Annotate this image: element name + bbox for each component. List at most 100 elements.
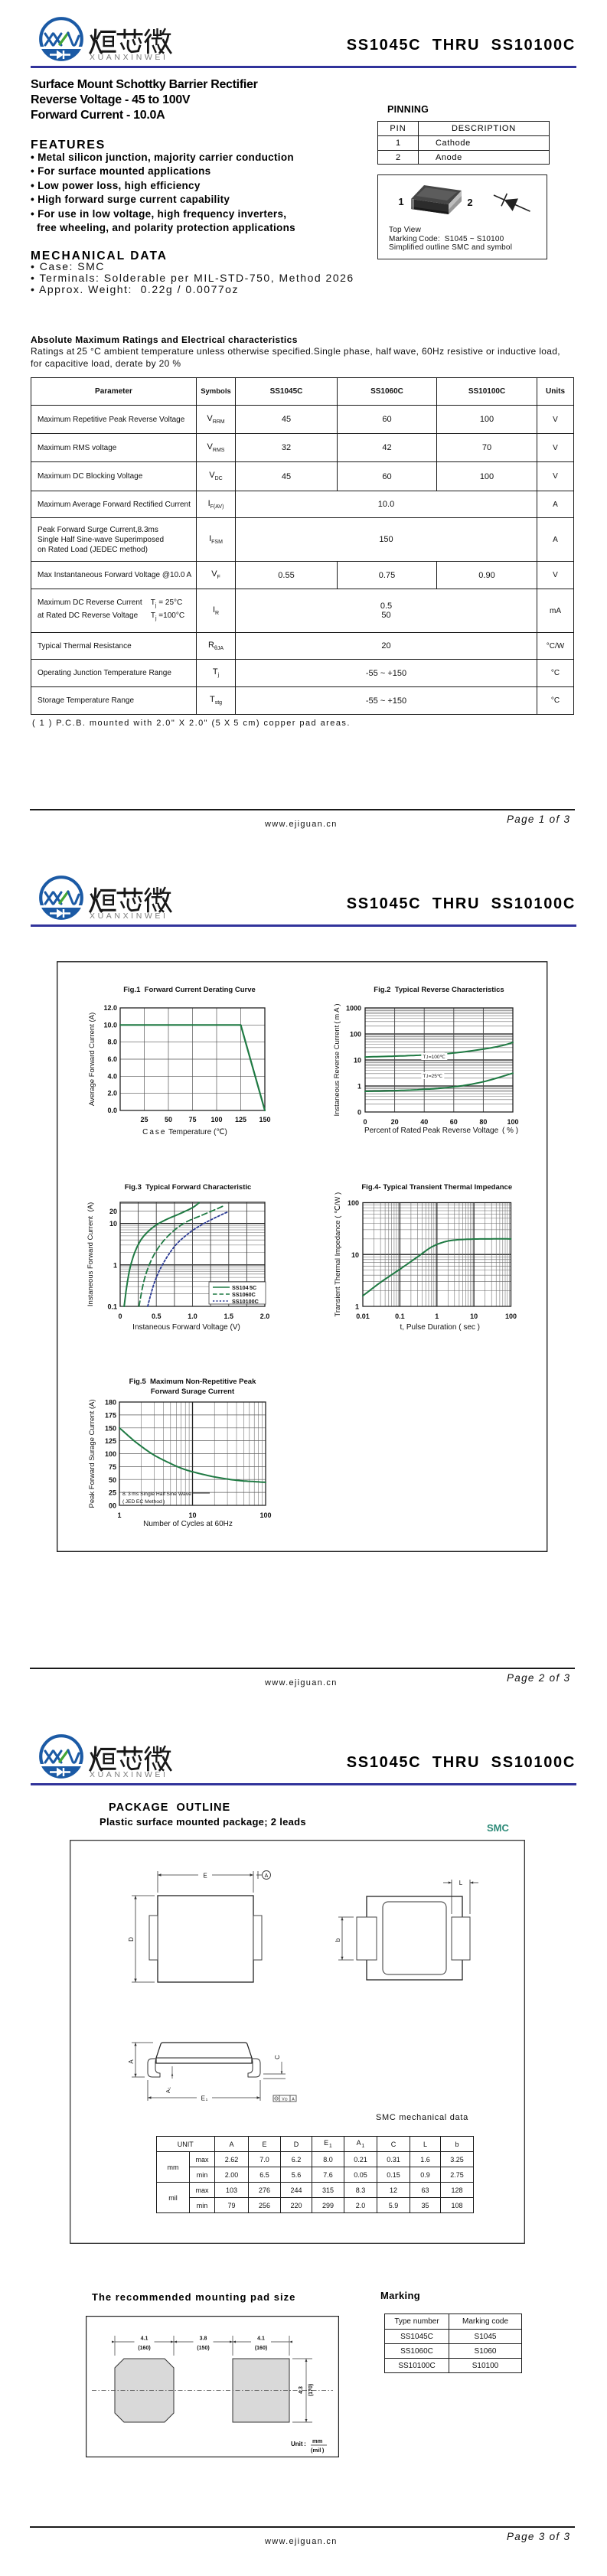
svg-text:Instaneous Reverse Current ( m: Instaneous Reverse Current ( m A ): [333, 1004, 341, 1117]
svg-text:10.0: 10.0: [103, 1021, 117, 1029]
svg-text:E: E: [203, 1873, 207, 1880]
svg-text:0.01: 0.01: [356, 1312, 370, 1320]
svg-text:100: 100: [350, 1031, 361, 1039]
svg-text:150: 150: [105, 1424, 116, 1432]
svg-text:75: 75: [109, 1463, 116, 1471]
svg-text:A: A: [292, 2098, 295, 2102]
svg-text:Peak Forward Surage Current (A: Peak Forward Surage Current (A): [88, 1399, 96, 1508]
svg-text:2.0: 2.0: [260, 1312, 270, 1320]
svg-text:2: 2: [467, 197, 472, 208]
svg-text:L: L: [459, 1880, 463, 1886]
svg-text:4.1: 4.1: [257, 2336, 265, 2342]
svg-text:1: 1: [357, 1083, 361, 1091]
svg-text:175: 175: [105, 1411, 116, 1419]
svg-text:12.0: 12.0: [103, 1004, 117, 1012]
svg-text:Percent of Rated Peak Reverse: Percent of Rated Peak Reverse Voltage ( …: [364, 1127, 518, 1135]
svg-text:Forward Surage Current: Forward Surage Current: [151, 1387, 235, 1396]
svg-text:A: A: [265, 1873, 269, 1879]
svg-text:0.1: 0.1: [395, 1312, 405, 1320]
svg-text:10: 10: [109, 1220, 117, 1228]
svg-text:(150): (150): [197, 2346, 209, 2351]
svg-text:40: 40: [420, 1118, 428, 1126]
svg-text:Fig.3 Typical Forward Charact: Fig.3 Typical Forward Characteristic: [125, 1183, 252, 1192]
svg-text:4.3: 4.3: [299, 2386, 304, 2394]
svg-text:25: 25: [140, 1116, 148, 1123]
svg-text:1000: 1000: [346, 1005, 361, 1012]
svg-text:50: 50: [109, 1476, 116, 1484]
svg-text:( JED EC Method ): ( JED EC Method ): [122, 1499, 165, 1505]
svg-text:1.5: 1.5: [224, 1312, 233, 1320]
svg-text:Fig.1 Forward Current Deratin: Fig.1 Forward Current Derating Curve: [123, 986, 256, 994]
svg-text:T J =100℃: T J =100℃: [423, 1055, 445, 1060]
svg-text:b: b: [335, 1938, 341, 1942]
svg-text:t, Pulse Duration ( sec ): t, Pulse Duration ( sec ): [400, 1323, 480, 1332]
svg-text:00: 00: [109, 1502, 116, 1510]
svg-text:SS104 5C: SS104 5C: [232, 1284, 256, 1291]
svg-text:mm: mm: [312, 2437, 323, 2444]
svg-text:Average Forward Current (A): Average Forward Current (A): [88, 1012, 96, 1106]
svg-text:1: 1: [398, 196, 403, 207]
svg-text:10: 10: [188, 1511, 196, 1519]
svg-text:1: 1: [113, 1261, 117, 1269]
svg-text:1: 1: [435, 1312, 439, 1320]
svg-text:(160): (160): [255, 2346, 267, 2351]
svg-text:1: 1: [117, 1511, 121, 1519]
svg-text:SS1060C: SS1060C: [232, 1291, 256, 1298]
svg-text:150: 150: [259, 1116, 270, 1123]
svg-text:1.0: 1.0: [188, 1312, 197, 1320]
svg-text:A ₁: A ₁: [165, 2086, 171, 2093]
svg-text:A: A: [128, 2059, 135, 2064]
svg-text:4.1: 4.1: [141, 2336, 148, 2342]
svg-text:Unit :: Unit :: [291, 2441, 306, 2447]
svg-text:Instaneous Forward Voltage (V): Instaneous Forward Voltage (V): [132, 1323, 240, 1332]
svg-text:100: 100: [259, 1511, 271, 1519]
svg-text:100: 100: [505, 1312, 517, 1320]
svg-text:D: D: [128, 1937, 135, 1942]
svg-text:6.0: 6.0: [107, 1055, 117, 1063]
svg-text:0.1: 0.1: [107, 1303, 117, 1311]
svg-text:0.5: 0.5: [152, 1312, 162, 1320]
svg-text:100: 100: [210, 1116, 222, 1123]
svg-text:20: 20: [391, 1118, 399, 1126]
svg-text:100: 100: [348, 1199, 359, 1207]
svg-text:C: C: [274, 2055, 281, 2059]
svg-text:8. 3 ms Single Half Sine Wave: 8. 3 ms Single Half Sine Wave: [122, 1492, 191, 1497]
svg-text:Number of Cycles at 60Hz: Number of Cycles at 60Hz: [143, 1520, 233, 1528]
svg-text:100: 100: [105, 1450, 116, 1458]
svg-text:0: 0: [118, 1312, 122, 1320]
svg-text:8.0: 8.0: [107, 1039, 117, 1046]
svg-text:(mil ): (mil ): [311, 2447, 325, 2454]
svg-text:Fig.5 Maximum Non-Repetitive: Fig.5 Maximum Non-Repetitive Peak: [129, 1378, 256, 1386]
svg-text:10: 10: [351, 1251, 359, 1259]
svg-text:1: 1: [355, 1303, 359, 1311]
svg-text:50: 50: [165, 1116, 172, 1123]
svg-text:180: 180: [105, 1399, 116, 1407]
svg-text:10: 10: [470, 1312, 478, 1320]
svg-text:V⊙: V⊙: [282, 2098, 288, 2102]
svg-text:100: 100: [507, 1118, 518, 1126]
svg-text:(160): (160): [138, 2346, 150, 2351]
svg-text:E ₁: E ₁: [201, 2095, 208, 2102]
svg-text:Fig.4- Typical Transient Therm: Fig.4- Typical Transient Thermal Impedan…: [361, 1183, 512, 1192]
svg-text:3.8: 3.8: [200, 2336, 207, 2342]
svg-text:75: 75: [188, 1116, 196, 1123]
svg-text:XUANXINWEI: XUANXINWEI: [90, 53, 168, 62]
svg-text:XUANXINWEI: XUANXINWEI: [90, 1770, 168, 1779]
svg-text:XUANXINWEI: XUANXINWEI: [90, 911, 168, 921]
svg-text:Transient Thermal Impedance (: Transient Thermal Impedance ( ℃/W ): [334, 1192, 342, 1317]
svg-text:80: 80: [479, 1118, 487, 1126]
svg-text:T J =25℃: T J =25℃: [423, 1074, 443, 1079]
svg-text:20: 20: [109, 1208, 117, 1215]
svg-text:125: 125: [105, 1437, 116, 1445]
svg-text:Instaneous Forward Current (A: Instaneous Forward Current (A): [86, 1202, 95, 1306]
svg-text:SS10100C: SS10100C: [232, 1298, 259, 1305]
svg-text:10: 10: [354, 1057, 361, 1065]
svg-text:Fig.2 Typical Reverse Charact: Fig.2 Typical Reverse Characteristics: [374, 986, 504, 994]
svg-text:125: 125: [235, 1116, 246, 1123]
svg-text:0: 0: [357, 1109, 361, 1117]
svg-text:0: 0: [363, 1118, 367, 1126]
svg-text:2.0: 2.0: [107, 1090, 117, 1097]
svg-text:60: 60: [450, 1118, 458, 1126]
svg-text:C a s e Temperature (℃): C a s e Temperature (℃): [142, 1128, 227, 1136]
svg-text:4.0: 4.0: [107, 1072, 117, 1080]
